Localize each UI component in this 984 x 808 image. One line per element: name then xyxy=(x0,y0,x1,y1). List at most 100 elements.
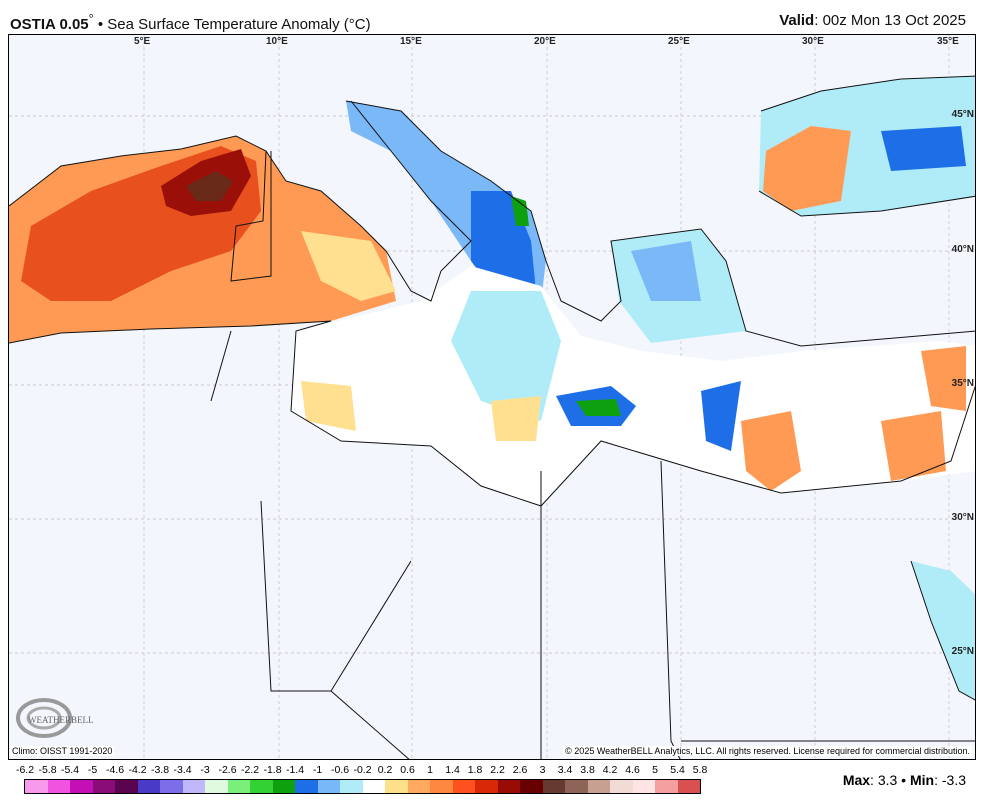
svg-text:WEATHERBELL: WEATHERBELL xyxy=(28,715,94,725)
colorbar-labels: -6.2 -5.8 -5.4 -5 -4.6 -4.2 -3.8 -3.4 -3 -2.6 -2.2… xyxy=(0,764,720,778)
colorbar-label: 4.2 xyxy=(602,764,618,776)
colorbar-swatch xyxy=(632,780,655,793)
colorbar-swatch xyxy=(92,780,115,793)
colorbar-label: 4.6 xyxy=(625,764,640,776)
colorbar-label: 2.2 xyxy=(490,764,505,776)
colorbar-swatch xyxy=(160,780,183,793)
levant-warm-2 xyxy=(881,411,946,481)
colorbar-label: -1.8 xyxy=(263,764,282,776)
aegean-cold xyxy=(631,241,701,301)
lat-label: 40°N xyxy=(951,244,974,255)
copyright-notice: © 2025 WeatherBELL Analytics, LLC. All r… xyxy=(563,746,972,756)
lon-label: 25°E xyxy=(668,36,690,47)
colorbar-swatch xyxy=(610,780,633,793)
colorbar-swatch xyxy=(407,780,430,793)
valid-label: Valid xyxy=(779,12,815,29)
colorbar-swatch xyxy=(452,780,475,793)
colorbar-label: 2.6 xyxy=(512,764,528,776)
max-min-readout: Max: 3.3 • Min: -3.3 xyxy=(843,772,966,788)
lon-label: 5°E xyxy=(134,36,151,47)
colorbar-swatch xyxy=(205,780,228,793)
gulf-of-lion-core xyxy=(186,171,233,201)
sidra-warm-2 xyxy=(301,381,356,431)
colorbar-label: -6.2 xyxy=(15,764,35,776)
colorbar-label: -5.8 xyxy=(38,764,57,776)
colorbar-swatch xyxy=(475,780,498,793)
colorbar-swatch xyxy=(362,780,385,793)
colorbar-swatch xyxy=(272,780,295,793)
colorbar-swatch xyxy=(25,780,48,793)
max-label: Max xyxy=(842,772,871,788)
lat-label: 35°N xyxy=(951,378,974,389)
colorbar-swatch xyxy=(317,780,340,793)
colorbar-swatch xyxy=(565,780,588,793)
colorbar-label: -5.4 xyxy=(60,764,80,776)
colorbar-swatch xyxy=(250,780,273,793)
lat-label: 45°N xyxy=(951,109,974,120)
crete-cold xyxy=(701,381,741,451)
colorbar-swatch xyxy=(70,780,93,793)
colorbar-label: -1.4 xyxy=(285,764,305,776)
colorbar-label: -2.2 xyxy=(240,764,260,776)
lat-label: 30°N xyxy=(951,512,974,523)
valid-time: Valid: 00z Mon 13 Oct 2025 xyxy=(779,12,966,29)
colorbar-label: -0.2 xyxy=(353,764,372,776)
tyrrhenian-warm xyxy=(301,231,396,301)
valid-value: : 00z Mon 13 Oct 2025 xyxy=(814,12,966,29)
coastlines xyxy=(9,75,975,759)
colorbar-label: -3.4 xyxy=(173,764,192,776)
map-canvas xyxy=(9,35,975,759)
colorbar-swatch xyxy=(677,780,700,793)
min-value: : -3.3 xyxy=(934,772,966,788)
colorbar-swatch xyxy=(295,780,318,793)
chart-title: OSTIA 0.05° • Sea Surface Temperature An… xyxy=(10,12,371,33)
cyprus-warm xyxy=(921,346,966,411)
colorbar-label: 3.4 xyxy=(557,764,573,776)
colorbar-label: -0.6 xyxy=(330,764,350,776)
colorbar-label: 3.8 xyxy=(580,764,595,776)
colorbar-label: 1 xyxy=(427,764,433,776)
colorbar-label: -3 xyxy=(200,764,210,776)
colorbar-label: 5.4 xyxy=(670,764,685,776)
colorbar-swatch xyxy=(47,780,70,793)
colorbar-swatch xyxy=(137,780,160,793)
colorbar xyxy=(24,779,701,794)
lon-label: 20°E xyxy=(534,36,556,47)
colorbar-label: -1 xyxy=(312,764,323,776)
climatology-note: Climo: OISST 1991-2020 xyxy=(10,746,115,756)
sst-anomaly-field xyxy=(9,76,975,700)
colorbar-swatch xyxy=(227,780,250,793)
red-sea xyxy=(911,561,975,700)
max-value: : 3.3 xyxy=(870,772,898,788)
colorbar-label: 5.8 xyxy=(692,764,708,776)
colorbar-swatch xyxy=(520,780,543,793)
colorbar-label: -2.6 xyxy=(218,764,237,776)
colorbar-label: -4.6 xyxy=(105,764,125,776)
colorbar-label: -3.8 xyxy=(150,764,170,776)
lon-label: 35°E xyxy=(937,36,959,47)
min-label: Min xyxy=(909,772,935,788)
colorbar-swatch xyxy=(385,780,408,793)
black-sea-warm xyxy=(763,126,851,211)
colorbar-label: 3 xyxy=(539,764,546,776)
colorbar-label: -4.2 xyxy=(128,764,147,776)
colorbar-label: 0.2 xyxy=(377,764,393,776)
colorbar-swatch xyxy=(587,780,610,793)
weatherbell-logo: WEATHERBELL xyxy=(14,696,104,742)
title-separator: • xyxy=(97,16,104,33)
levant-warm xyxy=(741,411,801,491)
lon-label: 10°E xyxy=(266,36,288,47)
map[interactable] xyxy=(8,34,976,760)
colorbar-swatch xyxy=(497,780,520,793)
colorbar-swatch xyxy=(430,780,453,793)
colorbar-label: -5 xyxy=(87,764,98,776)
lon-label: 15°E xyxy=(400,36,422,47)
sidra-warm xyxy=(491,396,541,441)
colorbar-label: 1.4 xyxy=(445,764,460,776)
adriatic-very-cold xyxy=(511,196,529,226)
colorbar-swatch xyxy=(340,780,363,793)
lat-label: 25°N xyxy=(951,646,974,657)
colorbar-label: 0.6 xyxy=(400,764,415,776)
lon-label: 30°E xyxy=(802,36,824,47)
colorbar-label: 1.8 xyxy=(467,764,483,776)
